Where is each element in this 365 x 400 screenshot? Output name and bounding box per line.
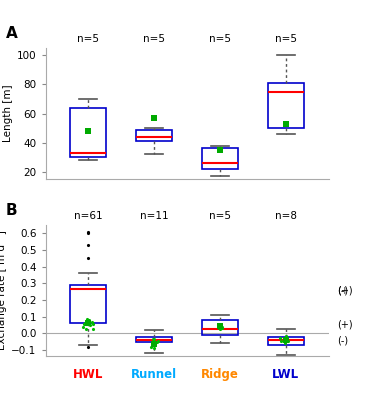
Text: n=11: n=11 [140,211,169,221]
Text: n=8: n=8 [275,211,297,221]
Text: HWL: HWL [73,368,104,381]
Text: n=5: n=5 [209,211,231,221]
Text: A: A [6,26,18,42]
Text: n=61: n=61 [74,211,103,221]
Y-axis label: Length [m]: Length [m] [3,85,13,142]
Y-axis label: Exchange rate [ m d⁻¹]: Exchange rate [ m d⁻¹] [0,230,7,350]
Text: n=5: n=5 [209,34,231,44]
Text: Ridge: Ridge [201,368,239,381]
Text: (-): (-) [337,286,348,296]
Text: (+): (+) [337,286,353,296]
Text: n=5: n=5 [143,34,165,44]
Text: (-): (-) [337,336,348,346]
Text: LWL: LWL [272,368,299,381]
Text: (+): (+) [337,319,353,329]
Text: n=5: n=5 [77,34,99,44]
Text: n=5: n=5 [275,34,297,44]
Text: Runnel: Runnel [131,368,177,381]
Text: B: B [6,203,18,218]
